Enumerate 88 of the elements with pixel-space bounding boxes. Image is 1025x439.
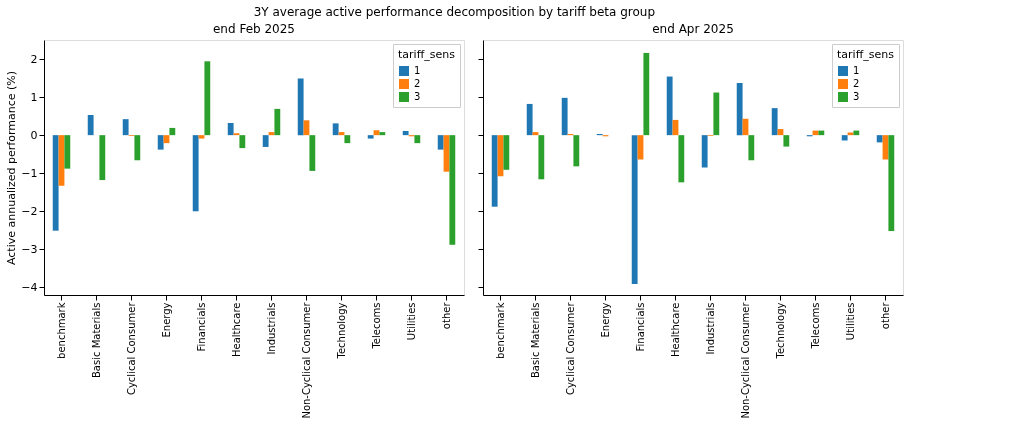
chart-title: end Feb 2025	[212, 22, 296, 36]
x-tick-label: Financials	[195, 302, 207, 352]
bar	[841, 135, 848, 141]
x-tick-label: Telecoms	[370, 302, 382, 350]
x-tick-label: Technology	[774, 302, 786, 360]
x-tick-label: Utilities	[844, 302, 856, 341]
bar	[526, 103, 533, 136]
bar	[122, 119, 129, 136]
legend-label: 1	[414, 65, 421, 76]
bar	[169, 127, 176, 136]
bar	[227, 122, 234, 136]
bar	[309, 135, 316, 171]
y-tick-label: −4	[21, 280, 38, 294]
x-tick-label: Energy	[599, 302, 611, 338]
y-tick-label: 0	[30, 128, 38, 142]
bar	[274, 108, 281, 136]
x-tick-label: benchmark	[55, 302, 67, 359]
legend-label: 2	[853, 78, 860, 89]
bar	[262, 135, 269, 147]
y-tick-label: −3	[21, 242, 38, 256]
legend-title: tariff_sens	[837, 48, 895, 61]
x-tick-label: Basic Materials	[90, 302, 102, 378]
bar	[437, 135, 444, 150]
y-tick-label: 2	[30, 52, 38, 66]
bar	[771, 108, 778, 136]
x-tick-label: Industrials	[265, 302, 277, 355]
bar	[876, 135, 883, 143]
bar	[402, 130, 409, 136]
bar	[52, 135, 59, 231]
bar	[491, 135, 498, 207]
bar	[344, 135, 351, 144]
bar	[847, 132, 854, 136]
x-tick-label: Industrials	[704, 302, 716, 355]
bar	[503, 135, 510, 170]
x-tick-label: Cyclical Consumer	[125, 301, 137, 396]
bar	[678, 135, 685, 183]
bar	[701, 135, 708, 168]
bar	[666, 76, 673, 136]
bar	[748, 135, 755, 161]
bar	[573, 135, 580, 167]
x-tick-label: Energy	[160, 302, 172, 338]
bar	[538, 135, 545, 180]
chart-title: end Apr 2025	[652, 22, 734, 36]
bar	[99, 135, 106, 181]
x-tick-label: Non-Cyclical Consumer	[739, 301, 751, 419]
bar	[561, 97, 568, 136]
x-tick-label: other	[440, 301, 452, 330]
bar	[367, 135, 374, 139]
bar	[134, 135, 141, 161]
y-tick-label: −2	[21, 204, 38, 218]
x-tick-label: Healthcare	[669, 302, 681, 358]
legend-label: 3	[414, 91, 421, 102]
y-tick-label: −1	[21, 166, 38, 180]
x-tick-label: other	[879, 301, 891, 330]
bar	[643, 52, 650, 136]
bar	[198, 135, 205, 139]
bar	[379, 132, 386, 136]
bar	[783, 135, 790, 147]
bar	[239, 135, 246, 149]
bar	[449, 135, 456, 245]
x-tick-label: Healthcare	[230, 302, 242, 358]
bar	[888, 135, 895, 232]
legend-title: tariff_sens	[398, 48, 456, 61]
bar	[64, 135, 71, 169]
legend-label: 2	[414, 78, 421, 89]
text: 3Y average active performance decomposition by tariff beta group	[253, 4, 656, 19]
bar	[631, 135, 638, 284]
x-tick-label: Telecoms	[809, 302, 821, 350]
bar	[204, 61, 211, 136]
bar	[332, 123, 339, 136]
bar	[297, 78, 304, 136]
legend-label: 3	[853, 91, 860, 102]
bar	[87, 114, 94, 136]
x-tick-label: Non-Cyclical Consumer	[300, 301, 312, 419]
legend-label: 1	[853, 65, 860, 76]
bar	[157, 135, 164, 150]
bar	[414, 135, 421, 144]
x-tick-label: Technology	[335, 302, 347, 360]
x-tick-label: Cyclical Consumer	[564, 301, 576, 396]
x-tick-label: Basic Materials	[529, 302, 541, 378]
y-tick-label: 1	[30, 90, 38, 104]
bar	[736, 83, 743, 136]
bar	[192, 135, 199, 212]
x-tick-label: Financials	[634, 302, 646, 352]
x-tick-label: benchmark	[494, 302, 506, 359]
x-tick-label: Utilities	[405, 302, 417, 341]
y-axis-title: Active annualized performance (%)	[5, 70, 19, 266]
bar	[713, 92, 720, 136]
